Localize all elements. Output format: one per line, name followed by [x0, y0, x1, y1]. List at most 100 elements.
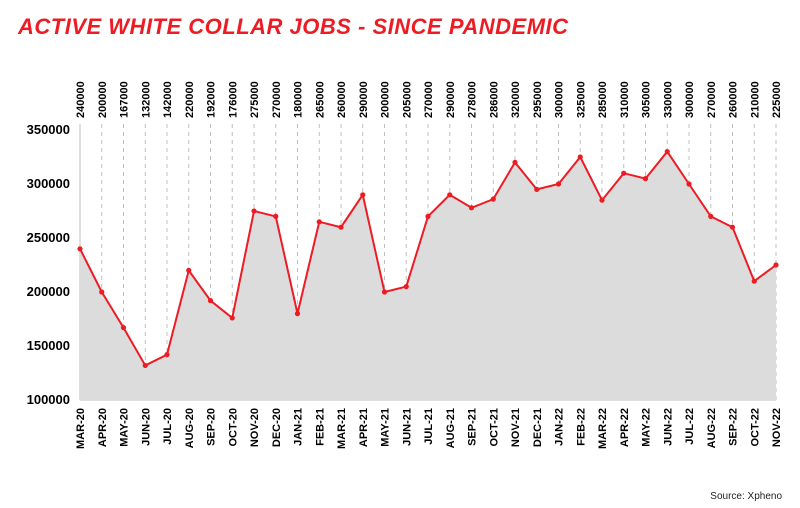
- series-point: [164, 352, 169, 357]
- value-label: 300000: [554, 81, 566, 118]
- x-category-label: APR-20: [97, 408, 109, 447]
- chart-container: 240000MAR-20200000APR-20167000MAY-201320…: [18, 40, 782, 497]
- value-label: 290000: [445, 81, 457, 118]
- value-label: 240000: [75, 81, 87, 118]
- value-label: 205000: [401, 81, 413, 118]
- value-label: 305000: [641, 81, 653, 118]
- y-tick-label: 250000: [27, 230, 70, 245]
- page-root: ACTIVE WHITE COLLAR JOBS - SINCE PANDEMI…: [0, 0, 800, 508]
- value-label: 270000: [271, 81, 283, 118]
- x-category-label: APR-21: [358, 408, 370, 447]
- series-point: [143, 363, 148, 368]
- value-label: 260000: [336, 81, 348, 118]
- series-point: [752, 279, 757, 284]
- series-point: [773, 262, 778, 267]
- series-point: [230, 315, 235, 320]
- x-category-label: JUN-20: [140, 408, 152, 446]
- y-tick-label: 300000: [27, 176, 70, 191]
- x-category-label: AUG-21: [445, 408, 457, 448]
- source-line: Source: Xpheno: [710, 491, 782, 502]
- y-tick-label: 350000: [27, 122, 70, 137]
- x-category-label: MAR-21: [336, 408, 348, 449]
- series-point: [77, 246, 82, 251]
- value-label: 210000: [749, 81, 761, 118]
- x-category-label: SEP-22: [728, 408, 740, 446]
- series-point: [99, 289, 104, 294]
- series-point: [273, 214, 278, 219]
- value-label: 270000: [423, 81, 435, 118]
- x-category-label: JUL-20: [162, 408, 174, 445]
- x-category-label: NOV-20: [249, 408, 261, 447]
- series-point: [338, 225, 343, 230]
- series-point: [208, 298, 213, 303]
- series-point: [534, 187, 539, 192]
- value-label: 192000: [206, 81, 218, 118]
- series-point: [665, 149, 670, 154]
- value-label: 220000: [184, 81, 196, 118]
- x-category-label: JAN-21: [293, 408, 305, 446]
- value-label: 310000: [619, 81, 631, 118]
- value-label: 142000: [162, 81, 174, 118]
- x-category-label: DEC-20: [271, 408, 283, 447]
- series-point: [425, 214, 430, 219]
- value-label: 270000: [706, 81, 718, 118]
- x-category-label: NOV-21: [510, 408, 522, 447]
- x-category-label: OCT-22: [749, 408, 761, 447]
- series-point: [730, 225, 735, 230]
- series-point: [512, 160, 517, 165]
- x-category-label: MAY-21: [380, 408, 392, 447]
- series-point: [295, 311, 300, 316]
- x-category-label: SEP-20: [206, 408, 218, 446]
- value-label: 330000: [662, 81, 674, 118]
- chart-svg: 240000MAR-20200000APR-20167000MAY-201320…: [18, 40, 782, 492]
- value-label: 176000: [227, 81, 239, 118]
- series-point: [643, 176, 648, 181]
- series-point: [447, 192, 452, 197]
- value-label: 325000: [575, 81, 587, 118]
- x-category-label: FEB-21: [314, 408, 326, 446]
- x-category-label: MAR-22: [597, 408, 609, 449]
- value-label: 295000: [532, 81, 544, 118]
- value-label: 260000: [728, 81, 740, 118]
- x-category-label: JUN-22: [662, 408, 674, 446]
- value-label: 278000: [467, 81, 479, 118]
- series-point: [578, 154, 583, 159]
- x-category-label: NOV-22: [771, 408, 782, 447]
- value-label: 200000: [380, 81, 392, 118]
- value-label: 180000: [293, 81, 305, 118]
- value-label: 225000: [771, 81, 782, 118]
- series-point: [186, 268, 191, 273]
- series-point: [599, 198, 604, 203]
- series-point: [251, 208, 256, 213]
- chart-title: ACTIVE WHITE COLLAR JOBS - SINCE PANDEMI…: [18, 14, 782, 40]
- x-category-label: OCT-20: [227, 408, 239, 447]
- x-category-label: JUL-21: [423, 408, 435, 445]
- value-label: 290000: [358, 81, 370, 118]
- y-tick-label: 150000: [27, 338, 70, 353]
- value-label: 275000: [249, 81, 261, 118]
- x-category-label: AUG-20: [184, 408, 196, 448]
- value-label: 300000: [684, 81, 696, 118]
- x-category-label: JUL-22: [684, 408, 696, 445]
- x-category-label: MAR-20: [75, 408, 87, 449]
- value-label: 320000: [510, 81, 522, 118]
- x-category-label: OCT-21: [488, 408, 500, 447]
- x-category-label: AUG-22: [706, 408, 718, 448]
- x-category-label: MAY-20: [119, 408, 131, 447]
- series-point: [317, 219, 322, 224]
- value-label: 265000: [314, 81, 326, 118]
- x-category-label: APR-22: [619, 408, 631, 447]
- x-category-label: FEB-22: [575, 408, 587, 446]
- value-label: 200000: [97, 81, 109, 118]
- x-category-label: JUN-21: [401, 408, 413, 446]
- value-label: 286000: [488, 81, 500, 118]
- series-point: [708, 214, 713, 219]
- y-tick-label: 200000: [27, 284, 70, 299]
- value-label: 167000: [119, 81, 131, 118]
- series-point: [121, 325, 126, 330]
- x-category-label: SEP-21: [467, 408, 479, 446]
- x-category-label: JAN-22: [554, 408, 566, 446]
- series-point: [491, 197, 496, 202]
- series-point: [360, 192, 365, 197]
- series-point: [621, 171, 626, 176]
